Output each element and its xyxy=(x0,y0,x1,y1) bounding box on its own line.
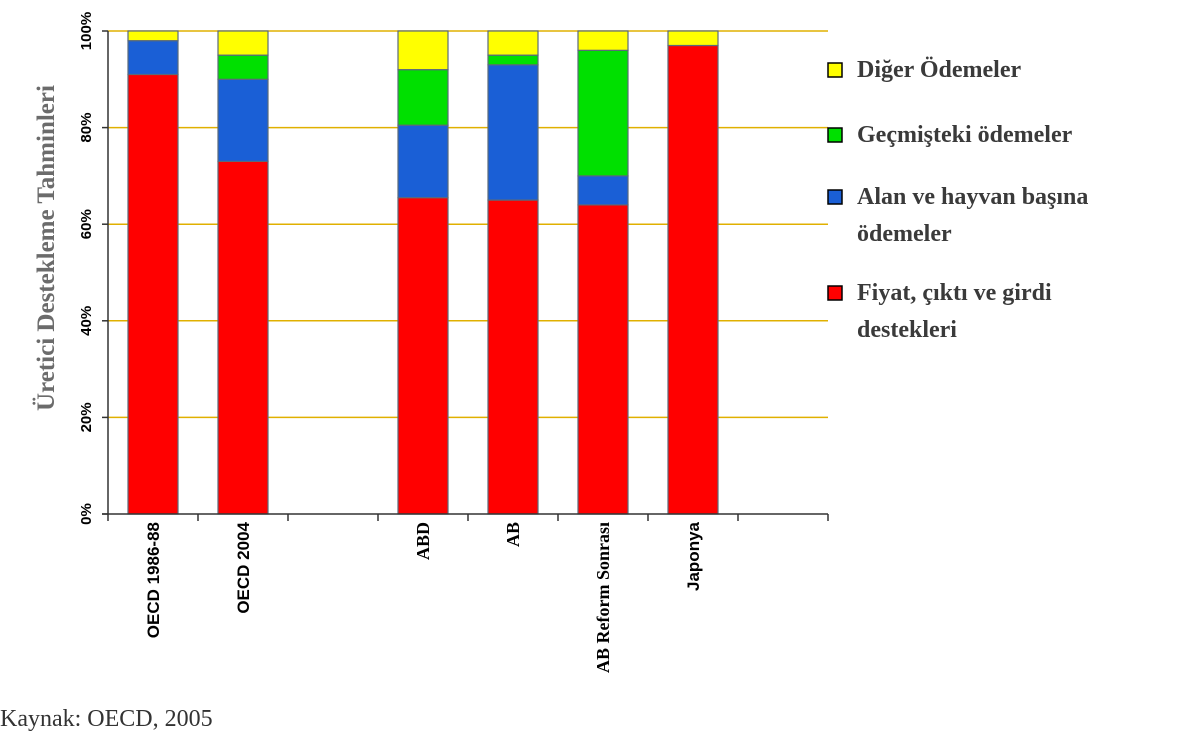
bar-segment xyxy=(217,78,269,163)
bar-segment xyxy=(577,204,629,515)
legend-marker xyxy=(827,189,843,205)
legend-marker xyxy=(827,62,843,78)
legend-label: Fiyat, çıktı ve girdi xyxy=(857,280,1052,306)
bar-segment xyxy=(577,175,629,206)
bar-segment xyxy=(487,199,539,515)
y-tick-labels: 0% 20% 40% 60% 80% 100% xyxy=(78,12,95,525)
gridlines xyxy=(108,30,828,419)
source-note: Kaynak: OECD, 2005 xyxy=(0,706,213,732)
legend-marker xyxy=(827,127,843,143)
bar-segment xyxy=(577,49,629,177)
legend-label: Diğer Ödemeler xyxy=(857,57,1022,83)
x-tick-label: AB xyxy=(503,522,523,547)
y-axis-label: Üretici Destekleme Tahminleri xyxy=(33,85,60,411)
y-tick-label: 40% xyxy=(78,306,95,336)
y-tick-label: 0% xyxy=(78,503,95,525)
x-tick-label: OECD 1986-88 xyxy=(144,522,163,638)
y-tick-label: 20% xyxy=(78,402,95,432)
x-tick-label: Japonya xyxy=(684,521,703,591)
bar-segment xyxy=(217,160,269,515)
bars xyxy=(127,30,719,515)
bar-segment xyxy=(127,40,179,76)
legend-label: Geçmişteki ödemeler xyxy=(857,122,1073,148)
x-tick-labels: OECD 1986-88 OECD 2004 ABD AB AB Reform Sonr… xyxy=(144,521,703,673)
y-tick-label: 60% xyxy=(78,209,95,239)
axes xyxy=(102,30,829,521)
bar-segment xyxy=(127,30,179,42)
bar-segment xyxy=(577,30,629,51)
bar-segment xyxy=(487,64,539,201)
bar-segment xyxy=(487,30,539,56)
bar-segment xyxy=(217,54,269,80)
legend: Diğer Ödemeler Geçmişteki ödemeler Alan ve… xyxy=(827,57,1088,343)
bar-segment xyxy=(487,54,539,66)
bar-segment xyxy=(397,30,449,71)
x-tick-label: ABD xyxy=(413,522,433,560)
y-tick-label: 100% xyxy=(78,12,95,50)
bar-segment xyxy=(397,197,449,515)
bar-segment xyxy=(127,73,179,515)
legend-label: destekleri xyxy=(857,317,957,343)
bar-segment xyxy=(217,30,269,56)
legend-marker xyxy=(827,285,843,301)
y-tick-label: 80% xyxy=(78,113,95,143)
x-tick-label: AB Reform Sonrası xyxy=(593,522,613,673)
bar-segment xyxy=(397,69,449,126)
legend-label: ödemeler xyxy=(857,221,952,247)
bar-segment xyxy=(667,30,719,47)
bar-segment xyxy=(397,124,449,199)
bar-segment xyxy=(667,44,719,515)
legend-label: Alan ve hayvan başına xyxy=(857,184,1088,210)
x-tick-label: OECD 2004 xyxy=(234,521,253,613)
